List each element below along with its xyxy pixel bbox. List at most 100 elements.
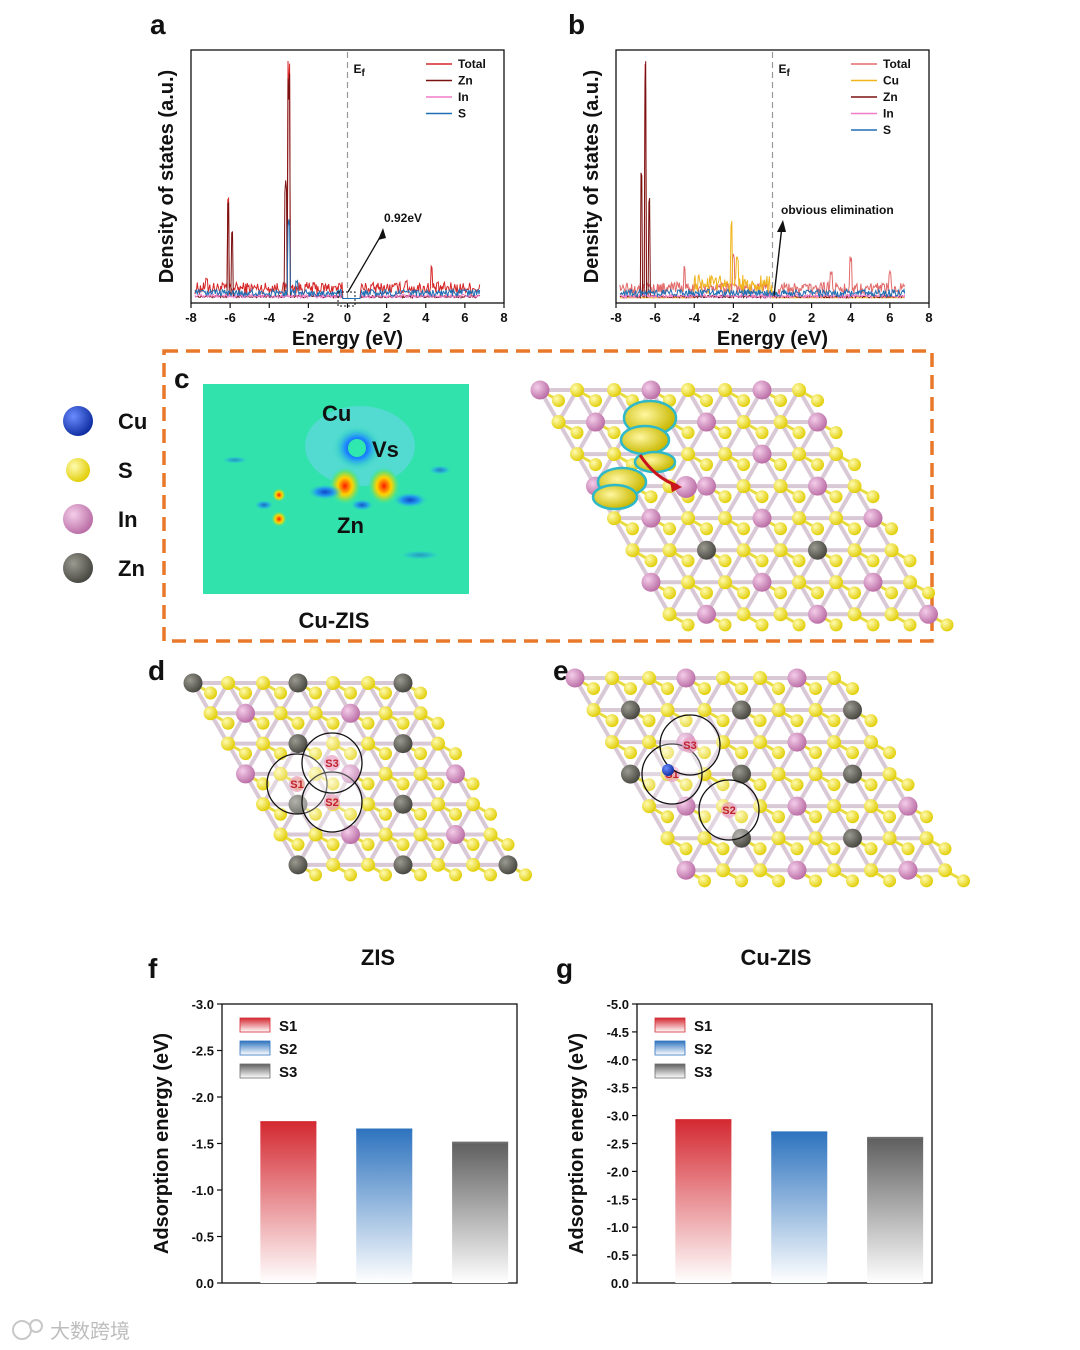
s-atom (716, 714, 730, 728)
s-atom (221, 736, 235, 751)
s-atom (361, 736, 375, 751)
s-atom (449, 868, 462, 882)
fermi-label: Ef (354, 62, 366, 79)
s-atom (396, 777, 410, 791)
s-atom (847, 607, 862, 622)
watermark: 大数跨境 (12, 1319, 130, 1343)
caption-cu-zis: Cu-ZIS (741, 945, 812, 970)
in-atom (787, 732, 807, 752)
s-atom (957, 874, 970, 888)
x-tick-label: -8 (610, 310, 622, 325)
zn-atom (697, 540, 716, 560)
s-atom (716, 842, 730, 856)
s-atom (660, 831, 675, 846)
s-atom (809, 746, 822, 760)
element-swatch-s-icon (66, 458, 90, 482)
s-atom (309, 747, 322, 761)
s-atom (737, 394, 750, 408)
s-atom (326, 838, 340, 852)
s-atom (901, 778, 915, 792)
x-tick-label: -4 (688, 310, 700, 325)
s-atom (883, 810, 896, 824)
s-atom (864, 714, 878, 728)
s-atom (697, 767, 712, 782)
in-atom (565, 668, 585, 688)
y-tick-label: -1.0 (607, 1220, 629, 1235)
legend-label-s: S (883, 123, 891, 137)
s-atom (883, 746, 896, 760)
y-tick-label: -2.0 (607, 1164, 629, 1179)
s-atom (718, 575, 732, 590)
s-atom (273, 706, 288, 721)
s-atom (589, 394, 602, 408)
s-atom (772, 746, 785, 760)
s-atom (847, 543, 862, 558)
dos-series-s (619, 287, 906, 299)
s-atom (379, 747, 392, 761)
x-axis-title: Energy (eV) (717, 328, 828, 350)
arrow-head-icon (777, 220, 786, 232)
s-atom (736, 607, 751, 622)
zn-atom (393, 734, 413, 754)
in-atom (898, 860, 918, 880)
zn-atom (808, 540, 827, 560)
map-label-vs: Vs (372, 437, 399, 462)
s-atom (642, 799, 656, 814)
s-atom (361, 716, 375, 730)
in-atom (697, 476, 716, 496)
s-atom (773, 607, 788, 622)
s-atom (792, 447, 806, 462)
s-atom (938, 863, 952, 878)
s-atom (882, 831, 897, 846)
crystal-structure-zis: S1 S2 S3 (183, 673, 532, 882)
s-atom (773, 479, 788, 494)
bar-s1 (675, 1120, 732, 1283)
y-tick-label: -5.0 (607, 997, 629, 1012)
s-atom (847, 479, 862, 494)
zn-atom (843, 700, 862, 720)
s-atom (589, 458, 602, 472)
in-atom (641, 380, 661, 400)
x-tick-label: -6 (224, 310, 236, 325)
s-atom (919, 831, 934, 846)
s-atom (829, 618, 843, 632)
s-atom (808, 703, 823, 718)
y-axis-title: Adsorption energy (eV) (151, 1033, 173, 1254)
s-atom (378, 766, 393, 781)
map-label-zn: Zn (337, 513, 364, 538)
s-atom (396, 838, 410, 852)
legend-label-s2: S2 (279, 1041, 297, 1058)
s-atom (753, 735, 767, 750)
s-atom (626, 522, 639, 536)
s-atom (809, 874, 822, 888)
map-label-cu: Cu (322, 401, 351, 426)
s-atom (736, 479, 751, 494)
zn-atom (843, 764, 862, 784)
s-atom (239, 747, 252, 761)
charge-lobe (591, 483, 639, 511)
in-atom (752, 572, 772, 592)
s-atom (698, 682, 711, 696)
s-atom (679, 842, 693, 856)
s-atom (607, 426, 621, 440)
s-atom (274, 686, 287, 700)
in-atom (446, 764, 465, 784)
s-atom (790, 842, 804, 856)
s-atom (642, 735, 656, 750)
s-atom (737, 458, 750, 472)
panel-label-f: f (148, 953, 158, 984)
bar-s2 (356, 1129, 413, 1283)
s-atom (466, 857, 480, 872)
in-atom (787, 668, 807, 688)
s-atom (848, 586, 861, 600)
y-tick-label: -1.0 (192, 1183, 214, 1198)
y-tick-label: -2.5 (607, 1137, 629, 1152)
s-atom (755, 490, 769, 504)
s-atom (920, 874, 933, 888)
x-tick-label: -6 (649, 310, 661, 325)
s-atom (413, 766, 428, 781)
s-atom (378, 706, 393, 721)
in-atom (787, 796, 807, 816)
bar-s3 (867, 1137, 924, 1283)
site-marker (324, 755, 340, 771)
